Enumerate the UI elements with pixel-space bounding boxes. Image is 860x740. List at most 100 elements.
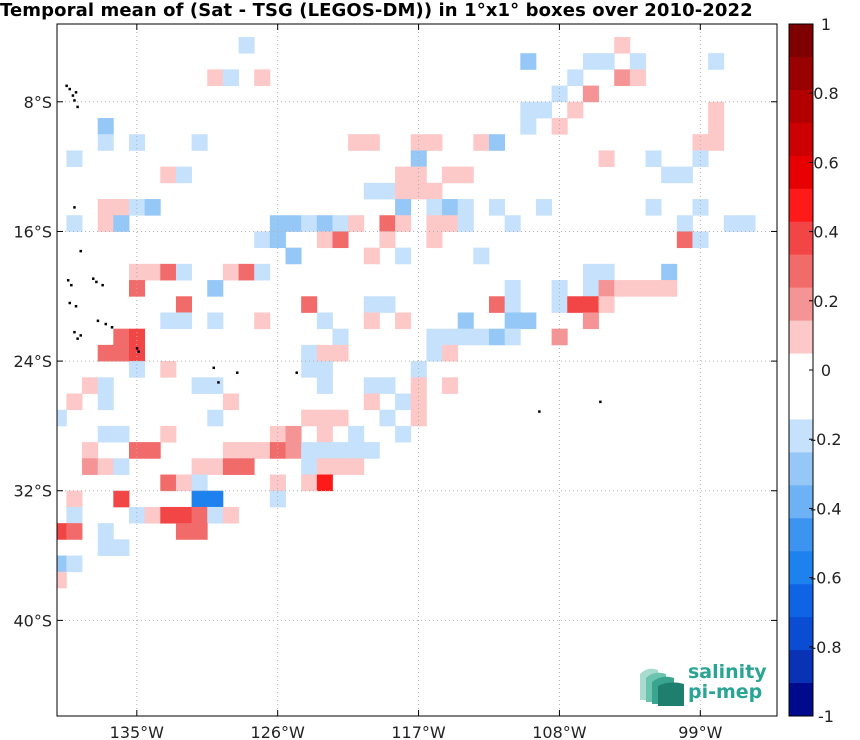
heatmap-cell: [129, 442, 146, 459]
heatmap-cell: [473, 134, 490, 151]
heatmap-cell: [410, 361, 427, 378]
logo-text-pi-mep: pi-mep: [688, 681, 763, 703]
heatmap-cell: [535, 199, 553, 216]
heatmap-cell: [504, 280, 521, 297]
island-marker: [599, 400, 602, 404]
island-marker: [68, 87, 72, 91]
heatmap-cell: [238, 263, 255, 281]
heatmap-cell: [97, 523, 114, 540]
colorbar-segment: [789, 221, 813, 256]
island-marker: [110, 326, 114, 329]
logo-text-salinity: salinity: [688, 661, 767, 683]
heatmap-cell: [129, 134, 146, 151]
heatmap-cell: [410, 150, 427, 168]
heatmap-cell: [316, 377, 333, 394]
heatmap-cell: [692, 150, 709, 168]
heatmap-cell: [708, 117, 725, 135]
heatmap-cells: [57, 36, 756, 589]
heatmap-cell: [363, 393, 380, 411]
heatmap-cell: [191, 523, 208, 540]
heatmap-cell: [238, 36, 255, 54]
heatmap-cell: [160, 425, 177, 443]
heatmap-cell: [238, 458, 255, 475]
heatmap-cell: [410, 134, 427, 151]
heatmap-cell: [113, 425, 130, 443]
heatmap-cell: [254, 231, 271, 249]
heatmap-cell: [66, 555, 83, 573]
heatmap-cell: [379, 377, 396, 394]
heatmap-cell: [348, 134, 365, 151]
heatmap-cell: [426, 328, 443, 346]
heatmap-cell: [332, 215, 349, 232]
island-marker: [295, 371, 298, 374]
heatmap-cell: [676, 231, 693, 249]
island-marker: [66, 279, 70, 282]
heatmap-cell: [348, 458, 365, 475]
heatmap-cell: [739, 215, 756, 232]
heatmap-cell: [97, 117, 114, 135]
heatmap-cell: [254, 312, 271, 330]
heatmap-cell: [97, 393, 114, 411]
heatmap-cell: [269, 215, 286, 232]
heatmap-cell: [363, 312, 380, 330]
heatmap-cell: [426, 344, 443, 362]
x-tick-label: 108°W: [532, 723, 587, 740]
heatmap-cell: [363, 296, 380, 313]
heatmap-cell: [160, 361, 177, 378]
heatmap-cell: [348, 442, 365, 459]
heatmap-cell: [551, 117, 568, 135]
heatmap-cell: [332, 409, 349, 427]
colorbar-segment: [789, 287, 813, 322]
island-marker: [65, 84, 68, 88]
heatmap-cell: [692, 231, 709, 249]
heatmap-cell: [395, 312, 412, 330]
heatmap-cell: [66, 393, 83, 411]
heatmap-cell: [379, 182, 396, 200]
heatmap-cell: [629, 53, 646, 70]
colorbar-tick-label: 0: [821, 361, 831, 380]
heatmap-cell: [316, 344, 333, 362]
heatmap-cell: [614, 36, 631, 54]
heatmap-cell: [457, 215, 474, 232]
heatmap-cell: [629, 280, 646, 297]
heatmap-cell: [97, 377, 114, 394]
logo-wave-icon: [640, 668, 684, 706]
heatmap-cell: [614, 69, 631, 86]
heatmap-cell: [395, 247, 412, 265]
heatmap-cell: [82, 377, 99, 394]
island-marker: [71, 94, 75, 97]
heatmap-cell: [332, 442, 349, 459]
island-marker: [135, 347, 139, 350]
heatmap-cell: [57, 571, 67, 589]
heatmap-cell: [473, 328, 490, 346]
colorbar-tick-label: -0.6: [810, 569, 841, 588]
heatmap-cell: [661, 280, 678, 297]
heatmap-cell: [301, 344, 318, 362]
island-marker: [92, 277, 95, 280]
heatmap-cell: [395, 166, 412, 184]
heatmap-cell: [504, 296, 521, 313]
island-marker: [76, 337, 79, 340]
heatmap-cell: [207, 280, 224, 297]
heatmap-cell: [207, 458, 224, 475]
heatmap-cell: [598, 53, 615, 70]
colorbar-tick-label: -0.8: [810, 638, 841, 657]
colorbar-tick-label: 0.6: [813, 153, 838, 172]
heatmap-cell: [661, 263, 678, 281]
heatmap-cell: [269, 442, 286, 459]
heatmap-cell: [426, 134, 443, 151]
heatmap-cell: [442, 199, 459, 216]
island-marker: [73, 99, 76, 102]
heatmap-cell: [160, 506, 177, 524]
colorbar-segment: [789, 24, 813, 58]
heatmap-cell: [692, 199, 709, 216]
x-tick-label: 135°W: [110, 723, 165, 740]
heatmap-cell: [207, 490, 224, 508]
heatmap-cell: [113, 458, 130, 475]
heatmap-cell: [457, 199, 474, 216]
colorbar-tick-label: -0.4: [810, 499, 841, 518]
heatmap-cell: [551, 85, 568, 103]
colorbar-segment: [789, 122, 813, 157]
heatmap-cell: [598, 296, 615, 313]
heatmap-cell: [97, 458, 114, 475]
